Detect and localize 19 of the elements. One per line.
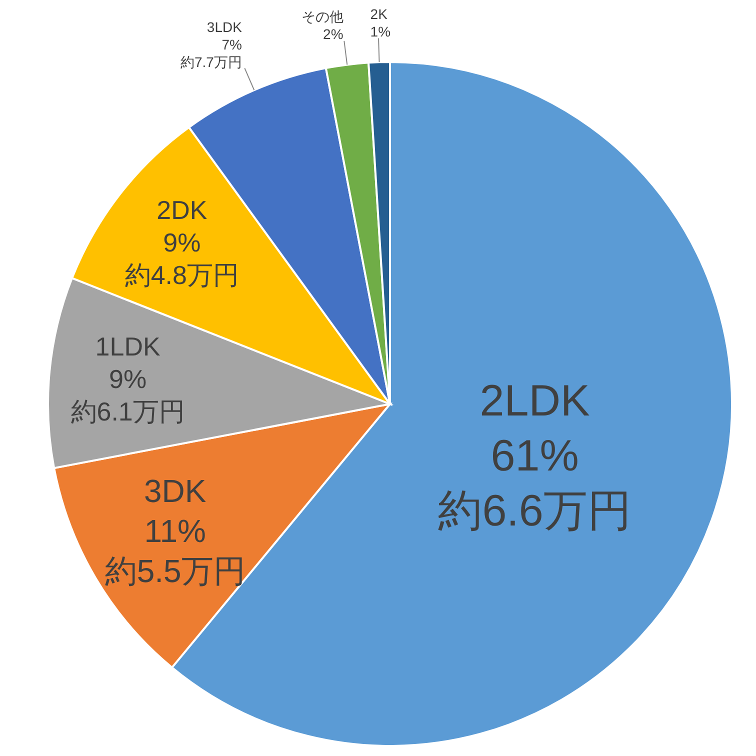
- data-label: 2%: [323, 26, 344, 42]
- text: 約5.5万円: [104, 553, 246, 590]
- data-label: 1%: [370, 23, 391, 40]
- data-label: 9%: [109, 364, 147, 394]
- text: 約7.7万円: [180, 54, 242, 70]
- data-label: 7%: [222, 36, 242, 52]
- text: 約6.6万円: [438, 486, 632, 536]
- text: 約4.8万円: [124, 260, 239, 290]
- slice-label: 3LDK: [206, 18, 243, 35]
- data-label: 11%: [144, 513, 206, 550]
- slice-label: 2K: [370, 6, 388, 22]
- data-label: 9%: [163, 228, 201, 258]
- slice-label: 2LDK: [480, 376, 590, 426]
- data-label: 61%: [490, 432, 579, 481]
- slice-label: 2DK: [156, 195, 208, 226]
- slice-label: その他: [301, 8, 344, 25]
- slice-label: 1LDK: [95, 332, 162, 362]
- slice-label: 3DK: [144, 473, 206, 510]
- text: 約6.1万円: [70, 396, 185, 427]
